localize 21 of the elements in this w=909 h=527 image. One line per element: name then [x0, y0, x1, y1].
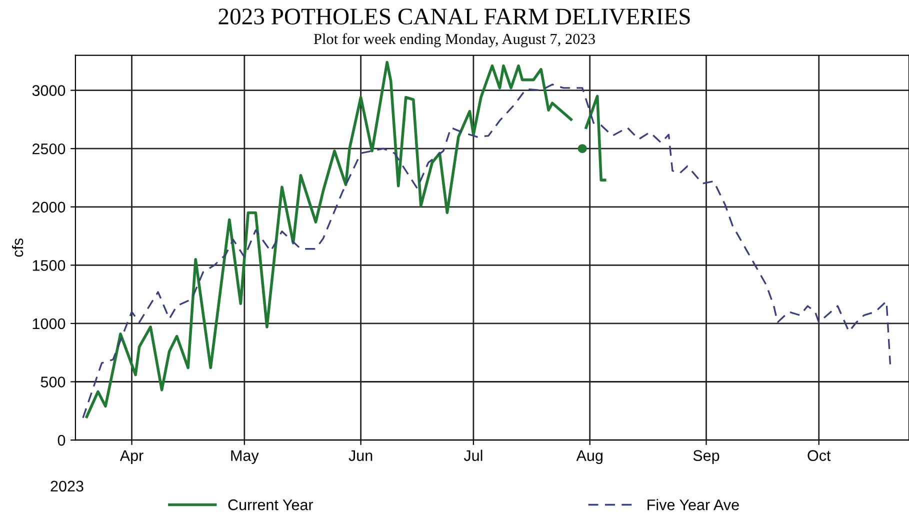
y-axis-title: cfs — [12, 238, 24, 257]
x-tick-label: May — [231, 450, 259, 464]
x-tick-label: Aug — [576, 450, 602, 464]
x-tick-label: Oct — [808, 450, 831, 461]
y-tick-label: 1000 — [32, 318, 66, 330]
y-tick-label: 3000 — [32, 85, 66, 96]
y-tick-label: 1500 — [32, 260, 66, 271]
legend-label: Current Year — [228, 499, 314, 510]
x-tick-label: Jun — [348, 450, 372, 461]
x-tick-label: Apr — [120, 450, 144, 464]
text: 2023 — [50, 480, 84, 492]
legend-label: Five Year Ave — [648, 499, 739, 510]
chart-title: 2023 POTHOLES CANAL FARM DELIVERIES — [218, 8, 690, 25]
x-tick-label: Sep — [693, 450, 720, 464]
chart-subtitle: Plot for week ending Monday, August 7, 2023 — [314, 33, 595, 48]
line-series — [82, 84, 892, 419]
y-tick-label: 2000 — [32, 202, 66, 213]
x-tick-label: Jul — [464, 450, 482, 461]
y-tick-label: 2500 — [32, 143, 66, 154]
y-tick-label: 500 — [40, 376, 66, 388]
y-tick-label: 0 — [58, 434, 66, 446]
